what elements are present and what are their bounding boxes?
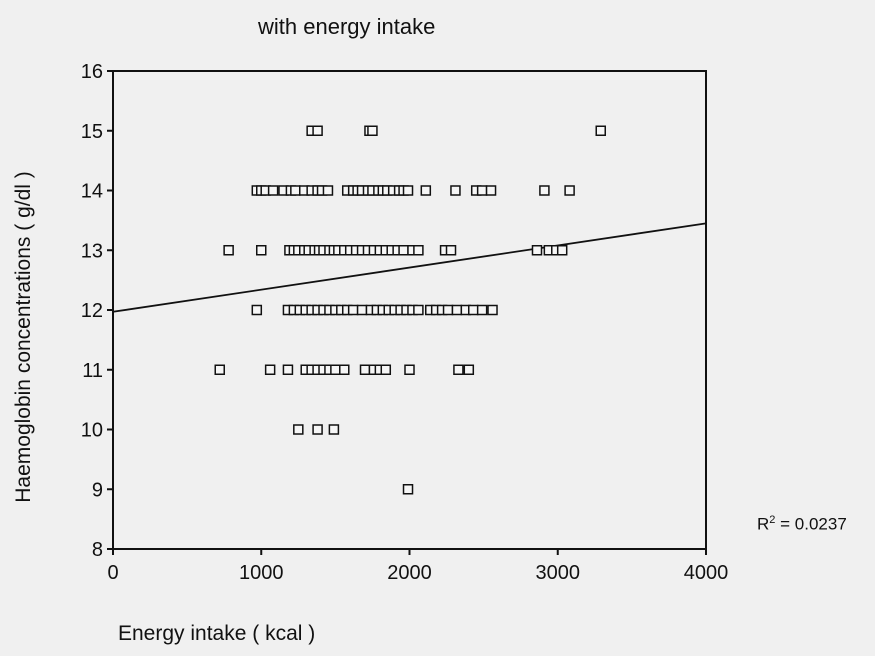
data-point: [367, 125, 378, 136]
data-point: [450, 185, 461, 196]
data-point: [556, 245, 568, 256]
data-point: [398, 245, 409, 256]
data-point: [347, 304, 359, 316]
data-point: [413, 304, 424, 316]
data-point: [251, 304, 263, 316]
data-point: [290, 185, 301, 196]
data-points: [214, 125, 606, 495]
data-point: [293, 424, 304, 435]
y-tick-label: 16: [81, 61, 103, 83]
chart-title: with energy intake: [258, 14, 436, 39]
data-point: [312, 424, 323, 435]
r-squared-annotation: R2 = 0.0237: [757, 514, 847, 535]
data-point: [223, 245, 234, 256]
r-squared-prefix: R: [757, 514, 770, 534]
y-tick-label: 14: [81, 181, 103, 203]
data-point: [267, 185, 279, 196]
x-axis-label: Energy intake ( kcal ): [118, 622, 316, 645]
data-point: [595, 125, 606, 136]
data-point: [442, 304, 454, 316]
regression-line: [112, 222, 707, 313]
data-point: [214, 364, 225, 375]
data-point: [453, 364, 464, 375]
y-tick-label: 9: [92, 479, 103, 501]
data-point: [539, 185, 550, 196]
data-point: [413, 245, 424, 256]
y-axis-label: Haemoglobin concentrations ( g/dl ): [12, 171, 35, 503]
y-tick-label: 15: [81, 121, 103, 143]
data-point: [451, 304, 463, 316]
data-point: [404, 364, 415, 375]
data-point: [380, 364, 392, 375]
axis-ticks: 8 9 10 11 12 13 14 15 16 0 1000 2000 3000 4000: [81, 61, 729, 584]
plot-area-frame: [112, 70, 707, 550]
data-point: [264, 364, 276, 375]
data-point: [339, 364, 350, 375]
data-point: [359, 364, 371, 375]
x-tick-label: 3000: [536, 562, 581, 584]
data-point: [564, 185, 575, 196]
data-point: [330, 364, 341, 375]
data-point: [312, 125, 323, 136]
y-tick-label: 12: [81, 300, 103, 322]
y-tick-label: 10: [81, 420, 103, 442]
y-tick-label: 8: [92, 539, 103, 561]
y-tick-label: 13: [81, 240, 103, 262]
data-point: [463, 364, 475, 375]
data-point: [476, 304, 488, 316]
data-point: [402, 484, 414, 495]
data-point: [322, 185, 334, 196]
data-point: [467, 304, 479, 316]
x-tick-label: 1000: [239, 562, 284, 584]
data-point: [328, 424, 340, 435]
x-tick-label: 4000: [684, 562, 729, 584]
data-point: [445, 245, 457, 256]
x-tick-label: 0: [107, 562, 118, 584]
data-point: [282, 364, 294, 375]
data-point: [485, 185, 497, 196]
y-tick-label: 11: [82, 360, 103, 382]
data-point: [402, 185, 414, 196]
r-squared-value: = 0.0237: [775, 514, 847, 534]
data-point: [356, 304, 368, 316]
r-squared-superscript: 2: [769, 514, 776, 526]
data-point: [420, 185, 432, 196]
data-point: [531, 245, 543, 256]
data-point: [256, 245, 267, 256]
data-point: [476, 185, 488, 196]
data-point: [487, 304, 498, 316]
x-tick-label: 2000: [387, 562, 432, 584]
